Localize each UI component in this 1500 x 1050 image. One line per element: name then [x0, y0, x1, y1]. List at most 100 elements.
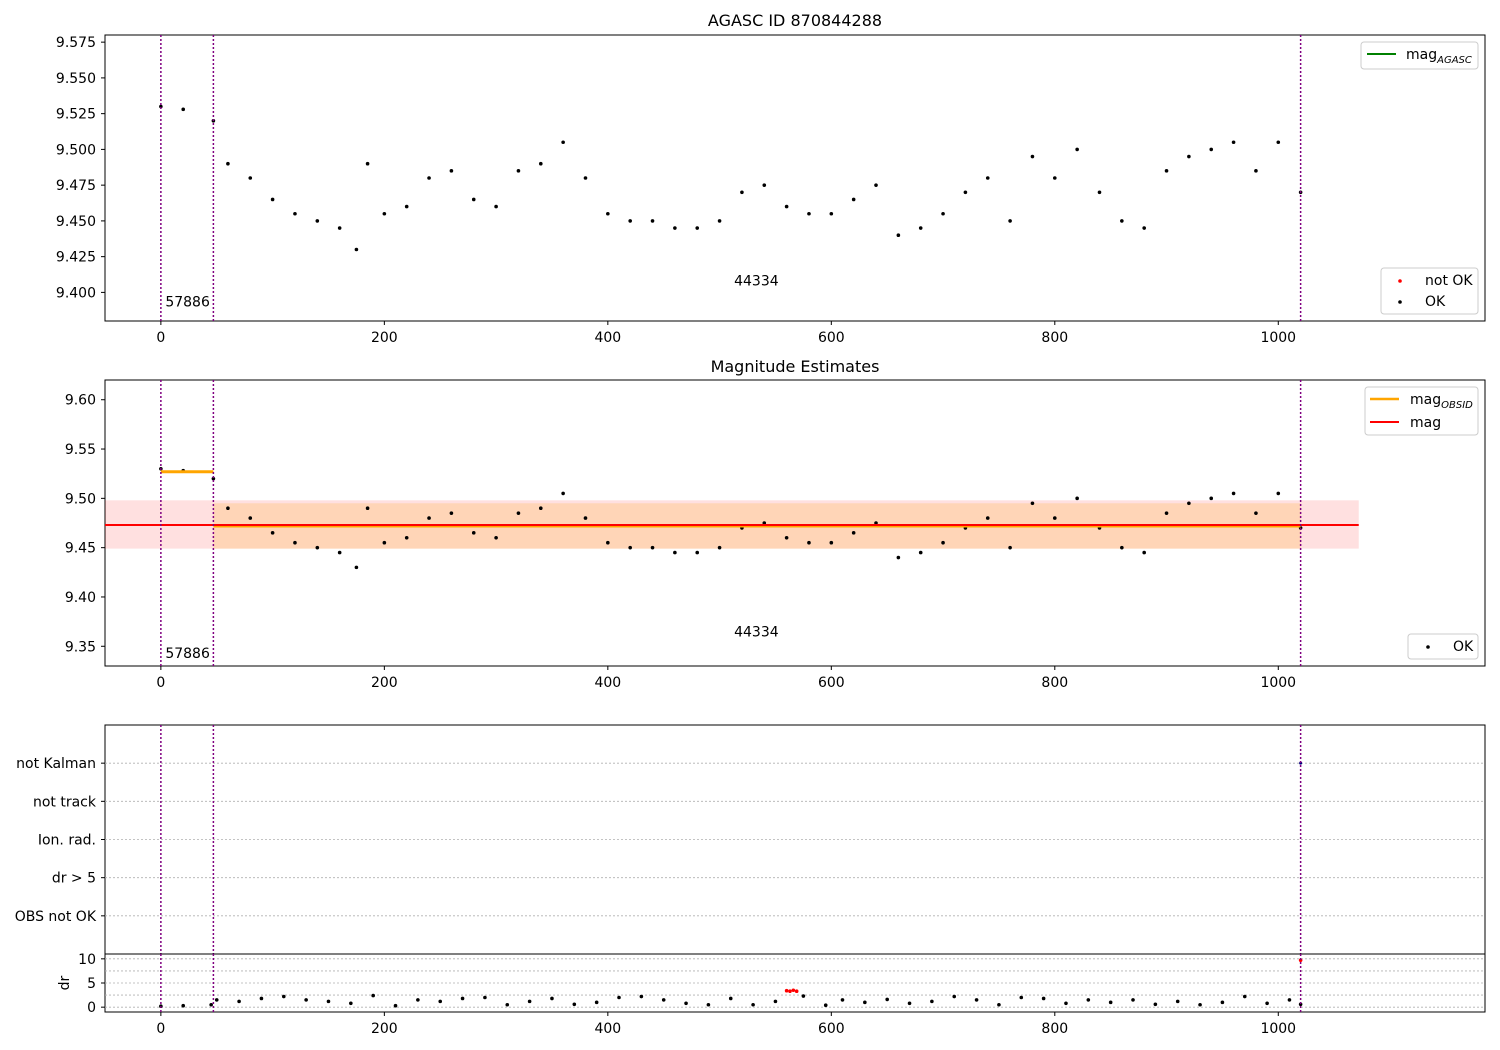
legend-mag-obsid-subscript: OBSID: [1441, 400, 1473, 411]
data-point: [1052, 516, 1057, 520]
legend-mag-obsid-label: magOBSID: [1410, 392, 1473, 411]
data-point: [293, 540, 297, 545]
data-point: [773, 999, 778, 1004]
data-point: [997, 1002, 1001, 1007]
data-point: [354, 565, 359, 570]
x-tick-label: 800: [1041, 330, 1068, 346]
panel1-legend-bottom: not OK OK: [1380, 267, 1479, 315]
data-point: [1231, 140, 1236, 145]
data-point: [494, 535, 498, 540]
data-point: [807, 211, 811, 216]
panel1-legend-top: magAGASC: [1360, 41, 1479, 70]
data-point: [1298, 958, 1303, 963]
legend-ok-marker-2: [1426, 645, 1430, 649]
panel4-y-axis: 0 5 10: [78, 952, 105, 1016]
data-point: [393, 1003, 398, 1008]
data-point: [740, 190, 744, 195]
data-point: [673, 550, 677, 555]
data-point: [1209, 147, 1214, 152]
data-point: [1086, 998, 1091, 1002]
panel4-ylabel: dr: [57, 975, 73, 990]
legend-mag-agasc-text: mag: [1406, 47, 1437, 63]
data-point: [416, 998, 420, 1002]
legend-ok-marker: [1398, 300, 1402, 304]
x-tick-label: 400: [594, 675, 621, 691]
data-point: [874, 521, 878, 525]
data-point: [550, 996, 554, 1001]
legend-not-ok-marker: [1398, 279, 1402, 283]
y-tick-label: 9.50: [65, 491, 96, 507]
data-point: [762, 521, 767, 525]
data-point: [237, 999, 241, 1004]
data-point: [404, 204, 409, 209]
y-tick-label: 9.45: [65, 541, 96, 557]
data-point: [209, 1002, 213, 1007]
panel2-x-axis: 0 200 400 600 800 1000: [156, 666, 1296, 691]
data-point: [985, 516, 990, 520]
y-tick-label: 9.60: [65, 393, 96, 409]
legend-mag-obsid-text: mag: [1410, 392, 1441, 408]
data-point: [1041, 996, 1046, 1001]
x-tick-label: 0: [156, 1021, 165, 1037]
y-tick-label: 9.40: [65, 590, 96, 606]
panel2-obs-labels: 57886 44334: [165, 624, 778, 662]
x-tick-label: 600: [818, 330, 845, 346]
data-point: [1052, 176, 1057, 180]
data-point: [483, 995, 487, 1000]
data-point: [438, 999, 443, 1004]
data-point: [1220, 1000, 1225, 1005]
y-tick-label: 10: [78, 952, 96, 968]
data-point: [404, 535, 409, 540]
data-point: [159, 104, 163, 109]
data-point: [717, 219, 722, 223]
data-point: [304, 998, 308, 1002]
data-point: [840, 998, 845, 1002]
data-point: [762, 183, 767, 187]
panel1-legend-top-box: [1360, 41, 1479, 70]
x-tick-label: 1000: [1260, 675, 1296, 691]
panel1-title: AGASC ID 870844288: [708, 11, 882, 30]
data-point: [315, 219, 320, 223]
data-point: [337, 226, 342, 230]
data-point: [851, 197, 856, 202]
x-tick-label: 1000: [1260, 330, 1296, 346]
x-tick-label: 600: [818, 675, 845, 691]
data-point: [617, 995, 621, 1000]
data-point: [606, 540, 610, 545]
panel4-grid: [105, 958, 1485, 1008]
y-tick-label: 9.55: [65, 442, 96, 458]
data-point: [427, 516, 431, 520]
data-point: [1276, 491, 1281, 496]
data-point: [226, 506, 230, 511]
data-point: [941, 211, 945, 216]
data-point: [427, 176, 431, 180]
y-tick-label: 9.575: [56, 35, 96, 51]
data-point: [851, 531, 856, 535]
flag-category-label: OBS not OK: [15, 909, 97, 925]
panel4-x-axis: 0 200 400 600 800 1000: [156, 1012, 1296, 1037]
data-point: [829, 211, 834, 216]
data-point: [1019, 995, 1024, 1000]
y-tick-label: 9.35: [65, 639, 96, 655]
data-point: [538, 506, 543, 511]
data-point: [1008, 545, 1012, 550]
x-tick-label: 200: [371, 330, 398, 346]
panel4-obs-boundaries: [160, 954, 1302, 1012]
panel2-title: Magnitude Estimates: [711, 357, 880, 376]
legend-mag-label: mag: [1410, 415, 1441, 431]
panel3-grid: [105, 762, 1485, 917]
panel4-marks: [159, 958, 1303, 1008]
data-point: [784, 535, 789, 540]
data-point: [326, 999, 331, 1004]
data-point: [791, 988, 796, 993]
x-tick-label: 800: [1041, 1021, 1068, 1037]
data-point: [1298, 1002, 1303, 1007]
data-point: [1187, 501, 1191, 506]
x-tick-label: 1000: [1260, 1021, 1296, 1037]
data-point: [1209, 496, 1214, 501]
data-point: [918, 226, 923, 230]
data-point: [784, 988, 789, 993]
panel2-legend-top: magOBSID mag: [1364, 386, 1479, 436]
data-point: [471, 531, 476, 535]
y-tick-label: 0: [87, 1000, 96, 1016]
